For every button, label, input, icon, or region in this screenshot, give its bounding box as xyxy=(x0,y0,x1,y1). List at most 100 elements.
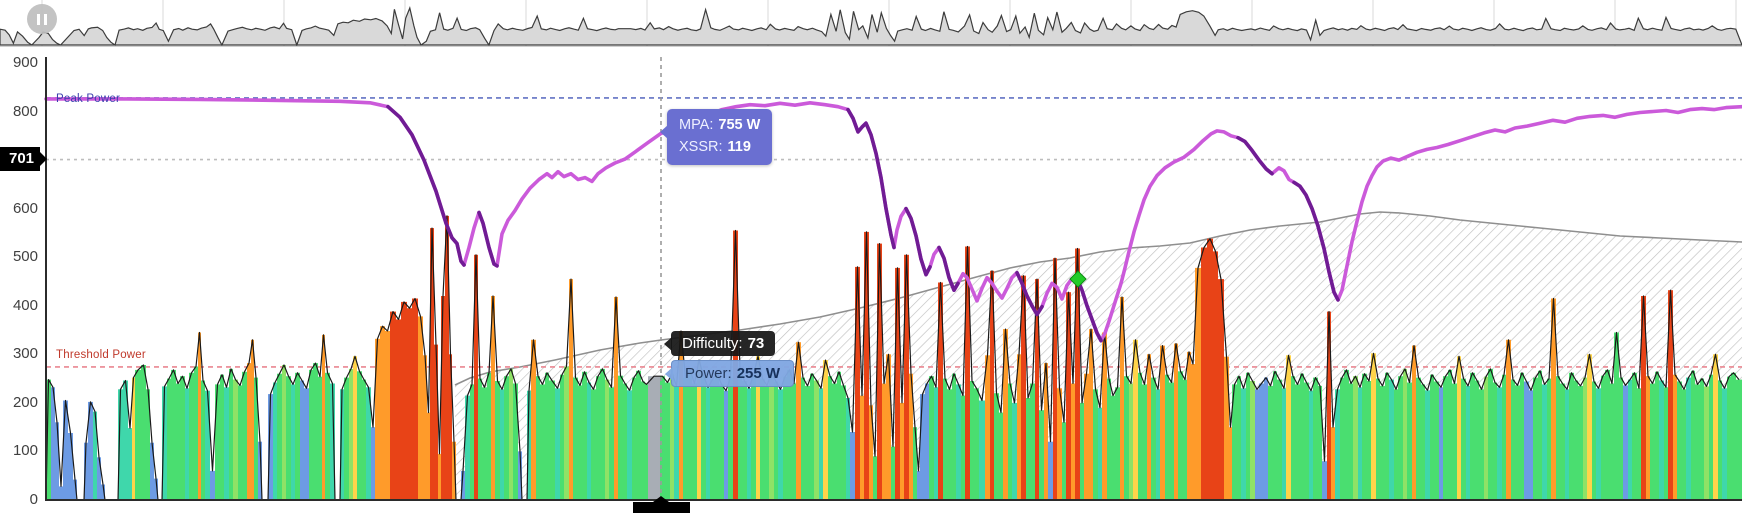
power-bar[interactable] xyxy=(1178,371,1183,500)
power-bar[interactable] xyxy=(1098,407,1102,500)
power-bar[interactable] xyxy=(1637,388,1641,500)
power-bar[interactable] xyxy=(1560,383,1565,501)
power-bar[interactable] xyxy=(873,456,877,500)
timeline-scrubber-handle[interactable] xyxy=(633,496,690,513)
power-bar[interactable] xyxy=(233,379,238,500)
power-bar[interactable] xyxy=(1592,381,1596,501)
power-bar[interactable] xyxy=(846,398,850,500)
power-bar[interactable] xyxy=(1129,383,1133,501)
power-bar[interactable] xyxy=(97,457,101,500)
power-bar[interactable] xyxy=(500,389,504,500)
power-bar[interactable] xyxy=(823,360,828,500)
power-bar[interactable] xyxy=(412,298,418,501)
power-bar[interactable] xyxy=(1376,378,1380,500)
power-bar[interactable] xyxy=(609,387,614,500)
power-bar[interactable] xyxy=(943,378,947,500)
power-bar[interactable] xyxy=(46,379,51,500)
power-bar[interactable] xyxy=(920,394,925,500)
power-bar[interactable] xyxy=(1035,279,1039,500)
power-bar[interactable] xyxy=(540,384,545,500)
power-bar[interactable] xyxy=(1295,384,1300,500)
power-bar[interactable] xyxy=(1479,389,1484,500)
power-bar[interactable] xyxy=(591,389,596,500)
power-bar[interactable] xyxy=(1673,374,1677,500)
power-bar[interactable] xyxy=(974,388,979,500)
power-bar[interactable] xyxy=(1511,379,1515,500)
power-bar[interactable] xyxy=(1012,402,1017,500)
power-bar[interactable] xyxy=(1246,372,1250,500)
power-bar[interactable] xyxy=(765,385,769,500)
power-bar[interactable] xyxy=(778,389,783,500)
power-bar[interactable] xyxy=(531,339,536,500)
power-bar[interactable] xyxy=(573,377,578,500)
power-bar[interactable] xyxy=(162,386,167,500)
power-bar[interactable] xyxy=(787,369,792,500)
power-bar[interactable] xyxy=(724,390,728,500)
power-bar[interactable] xyxy=(934,387,938,500)
power-bar[interactable] xyxy=(751,374,756,500)
power-bar[interactable] xyxy=(1120,297,1124,500)
power-bar[interactable] xyxy=(171,369,176,500)
power-bar[interactable] xyxy=(1151,377,1156,500)
pause-button[interactable] xyxy=(27,4,57,34)
power-bar[interactable] xyxy=(1062,422,1066,500)
power-bar[interactable] xyxy=(810,373,814,500)
power-bar[interactable] xyxy=(582,371,587,500)
power-bar[interactable] xyxy=(979,400,985,501)
power-bar[interactable] xyxy=(1156,389,1160,500)
power-bar[interactable] xyxy=(618,375,623,500)
power-bar[interactable] xyxy=(1048,441,1053,500)
power-bar[interactable] xyxy=(1089,329,1093,500)
power-bar[interactable] xyxy=(614,297,618,500)
power-bar[interactable] xyxy=(349,368,353,500)
power-bar[interactable] xyxy=(238,385,242,500)
power-bar[interactable] xyxy=(819,388,823,500)
power-bar[interactable] xyxy=(513,383,518,501)
power-bar[interactable] xyxy=(1187,351,1191,500)
power-bar[interactable] xyxy=(304,388,309,500)
power-bar[interactable] xyxy=(146,389,150,500)
power-bar[interactable] xyxy=(660,376,665,500)
power-bar[interactable] xyxy=(123,380,128,501)
power-bar[interactable] xyxy=(814,380,819,501)
power-bar[interactable] xyxy=(909,373,913,500)
power-bar[interactable] xyxy=(801,377,805,500)
power-bar[interactable] xyxy=(330,383,335,501)
power-bar[interactable] xyxy=(407,308,412,500)
power-bar[interactable] xyxy=(913,427,917,500)
power-bar[interactable] xyxy=(318,376,322,500)
power-bar[interactable] xyxy=(961,395,965,500)
power-bar[interactable] xyxy=(688,369,692,500)
power-bar[interactable] xyxy=(917,470,920,500)
power-bar[interactable] xyxy=(1547,378,1551,500)
power-bar[interactable] xyxy=(427,412,430,500)
power-bar[interactable] xyxy=(1165,374,1169,500)
power-bar[interactable] xyxy=(549,380,555,501)
power-bar[interactable] xyxy=(596,376,600,500)
power-bar[interactable] xyxy=(1488,368,1493,500)
power-bar[interactable] xyxy=(1053,258,1057,500)
power-bar[interactable] xyxy=(1201,247,1207,501)
power-bar[interactable] xyxy=(325,372,330,500)
power-bar[interactable] xyxy=(1008,383,1012,501)
power-bar[interactable] xyxy=(210,470,215,500)
power-bar[interactable] xyxy=(353,356,357,500)
power-bar[interactable] xyxy=(322,334,325,500)
power-bar[interactable] xyxy=(832,383,837,501)
power-bar[interactable] xyxy=(1484,376,1488,500)
power-bar[interactable] xyxy=(1304,382,1309,501)
power-bar[interactable] xyxy=(1628,379,1632,500)
power-bar[interactable] xyxy=(1331,427,1335,500)
power-bar[interactable] xyxy=(229,368,233,500)
power-bar[interactable] xyxy=(154,478,158,500)
power-bar[interactable] xyxy=(587,382,591,501)
power-bar[interactable] xyxy=(478,378,482,500)
power-bar[interactable] xyxy=(1160,345,1165,500)
power-bar[interactable] xyxy=(641,381,645,501)
power-bar[interactable] xyxy=(313,363,318,500)
power-bar[interactable] xyxy=(482,387,487,500)
power-bar[interactable] xyxy=(1313,377,1318,500)
power-bar[interactable] xyxy=(1448,369,1452,500)
power-bar[interactable] xyxy=(1044,363,1048,500)
power-bar[interactable] xyxy=(282,365,286,500)
